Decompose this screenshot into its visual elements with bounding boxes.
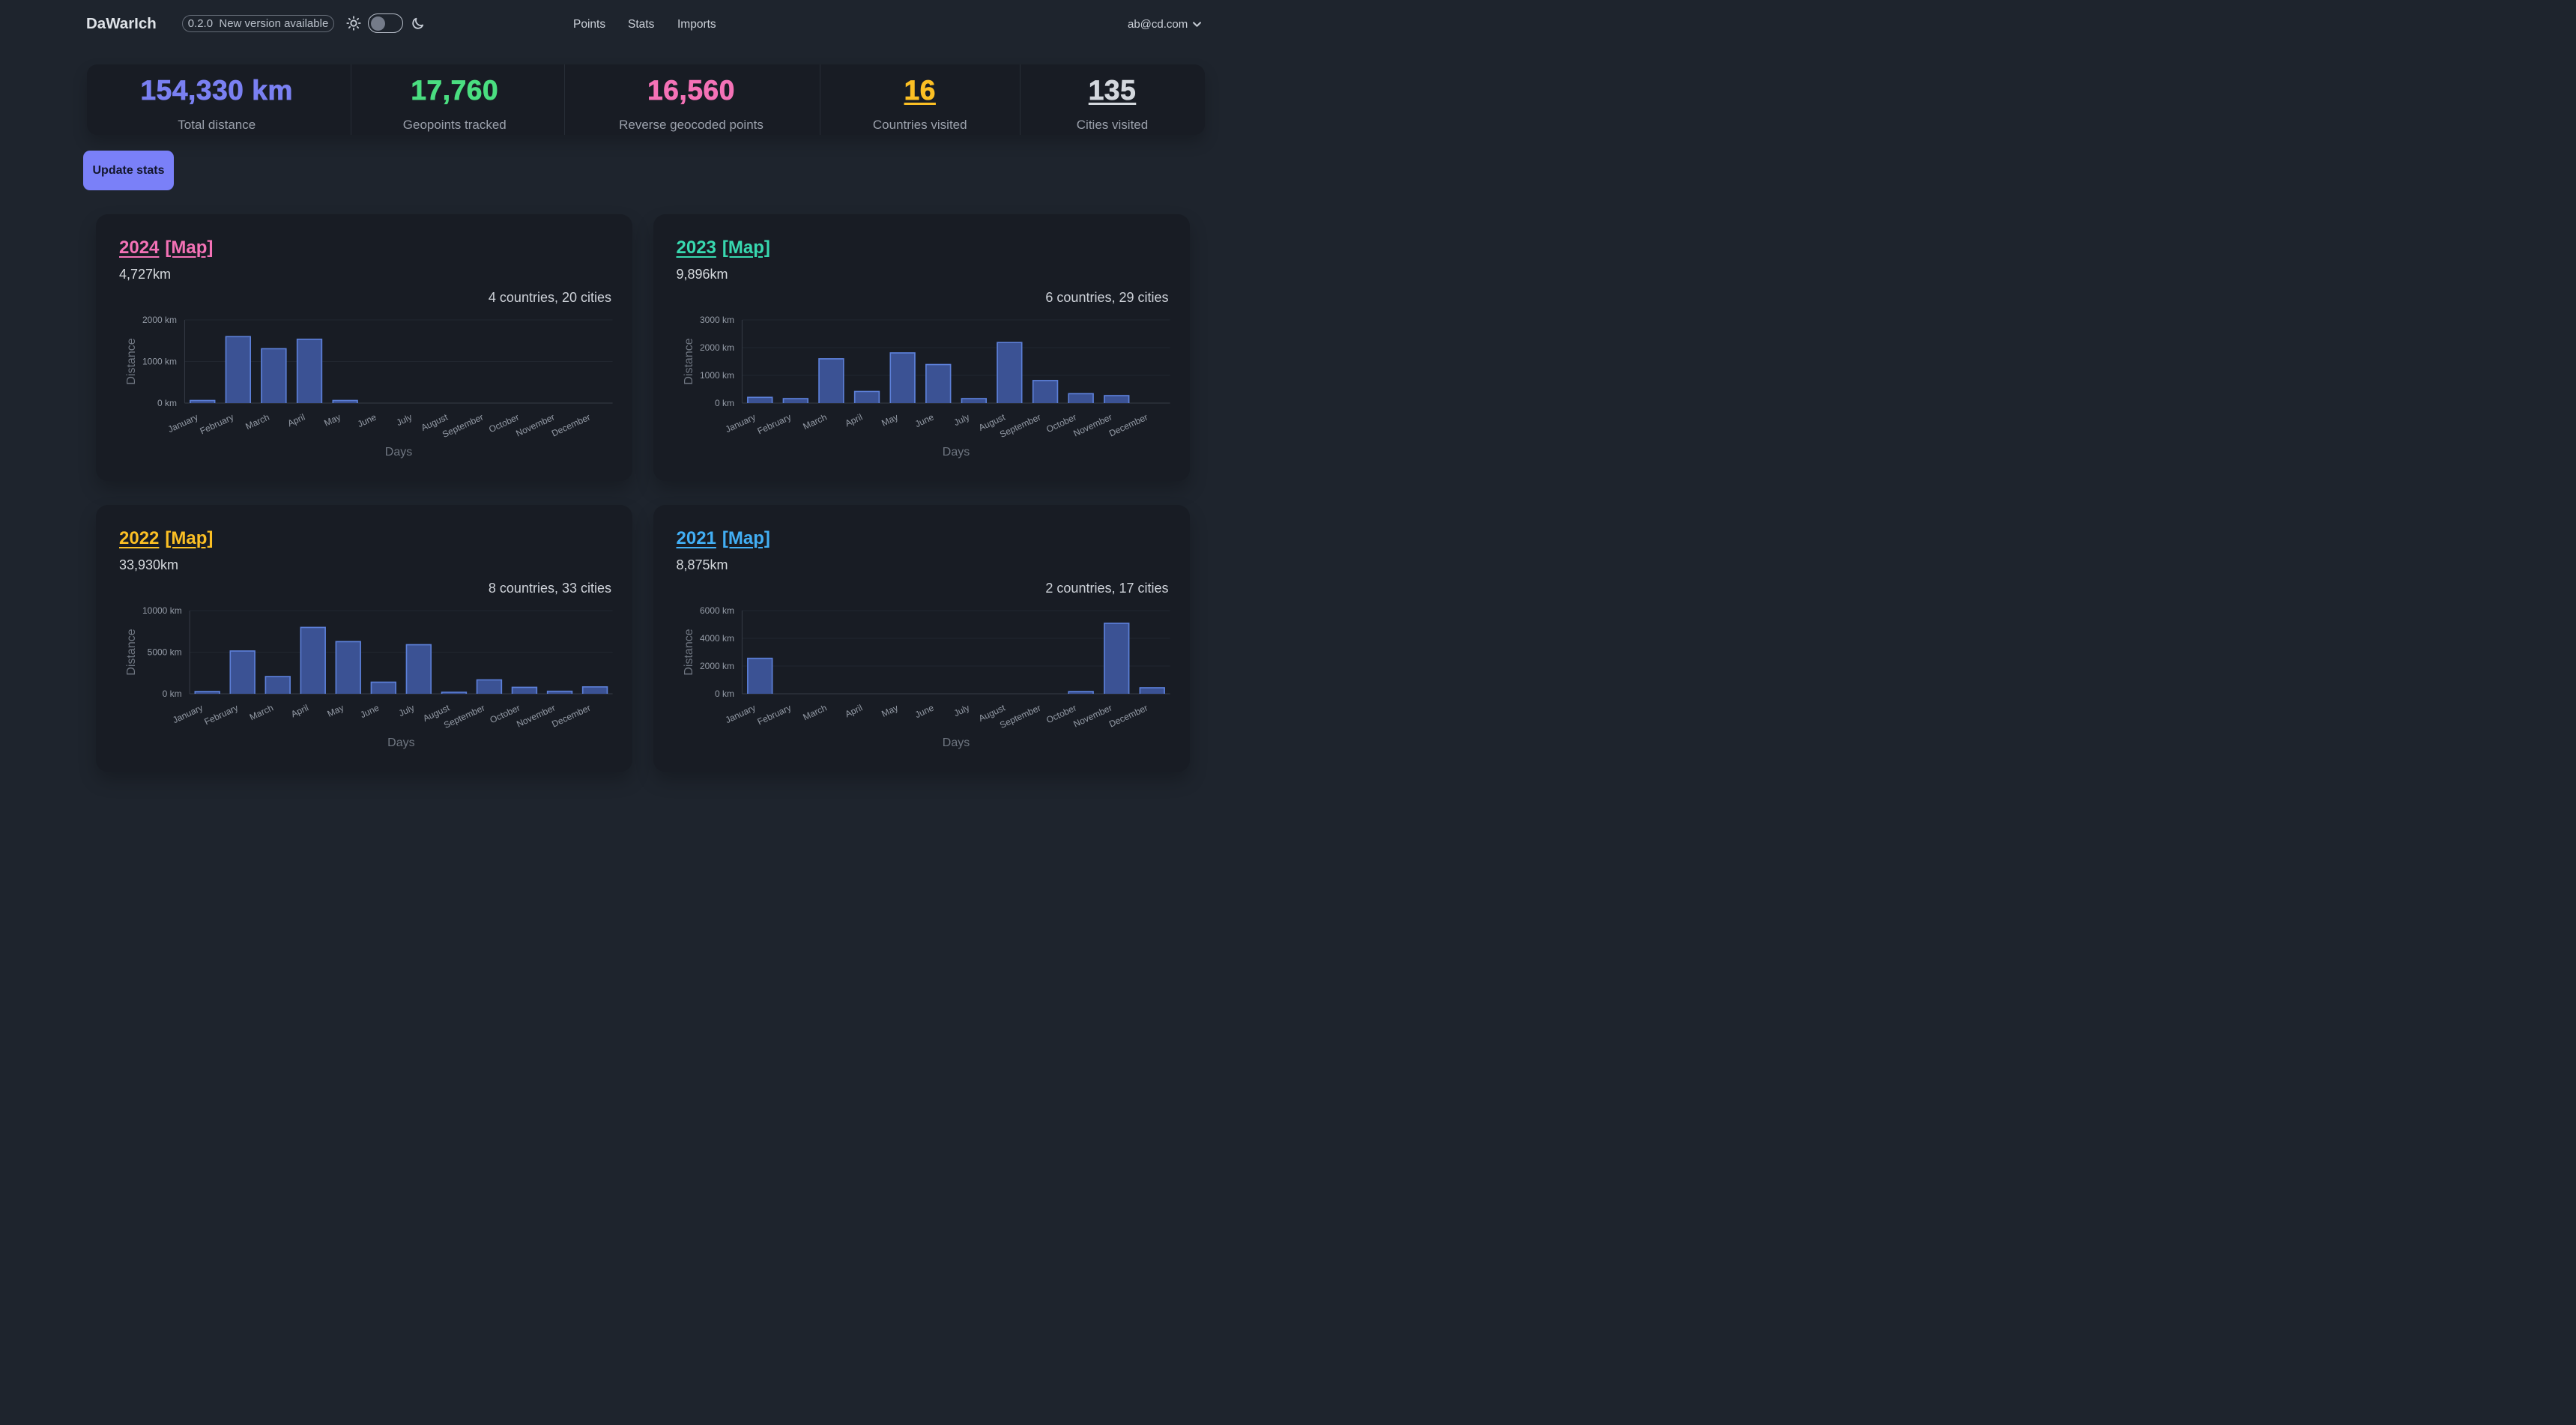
svg-text:June: June	[359, 702, 381, 720]
svg-text:July: July	[397, 703, 416, 719]
svg-text:February: February	[755, 412, 792, 437]
svg-text:December: December	[1107, 412, 1149, 439]
svg-text:January: January	[723, 703, 757, 726]
svg-text:July: July	[952, 703, 970, 719]
svg-text:0 km: 0 km	[714, 689, 734, 699]
svg-text:March: March	[244, 412, 271, 432]
svg-text:May: May	[880, 412, 899, 429]
svg-text:Days: Days	[387, 736, 414, 749]
svg-text:June: June	[356, 411, 378, 429]
svg-text:Distance: Distance	[125, 629, 138, 675]
svg-text:Distance: Distance	[683, 338, 695, 384]
svg-text:5000 km: 5000 km	[148, 647, 182, 658]
svg-text:May: May	[322, 412, 342, 429]
svg-text:March: March	[801, 412, 828, 432]
svg-text:2000 km: 2000 km	[699, 661, 734, 671]
svg-text:1000 km: 1000 km	[142, 357, 177, 367]
svg-text:6000 km: 6000 km	[699, 605, 734, 616]
svg-text:December: December	[550, 703, 592, 730]
svg-text:1000 km: 1000 km	[699, 370, 734, 381]
svg-text:Days: Days	[942, 736, 969, 749]
svg-text:September: September	[998, 703, 1042, 730]
svg-text:January: January	[171, 703, 205, 726]
svg-text:4000 km: 4000 km	[699, 633, 734, 644]
svg-text:April: April	[286, 412, 307, 429]
svg-text:Distance: Distance	[683, 629, 695, 675]
svg-text:March: March	[248, 703, 275, 723]
svg-text:May: May	[326, 703, 345, 719]
svg-text:0 km: 0 km	[157, 398, 177, 408]
svg-text:3000 km: 3000 km	[699, 315, 734, 325]
svg-text:2000 km: 2000 km	[699, 342, 734, 353]
svg-text:December: December	[550, 412, 592, 439]
svg-text:April: April	[289, 703, 310, 720]
svg-text:November: November	[514, 412, 556, 439]
svg-text:June: June	[913, 411, 935, 429]
svg-text:February: February	[203, 703, 240, 727]
svg-text:July: July	[952, 412, 970, 429]
svg-text:November: November	[515, 703, 557, 730]
svg-text:November: November	[1071, 412, 1113, 439]
svg-text:November: November	[1071, 703, 1113, 730]
svg-text:0 km: 0 km	[714, 398, 734, 408]
svg-text:May: May	[880, 703, 899, 719]
svg-text:June: June	[913, 702, 935, 720]
svg-text:January: January	[723, 412, 757, 435]
svg-text:July: July	[395, 412, 414, 429]
svg-text:10000 km: 10000 km	[142, 605, 182, 616]
svg-text:April: April	[843, 703, 864, 720]
svg-text:September: September	[998, 412, 1042, 440]
svg-text:2000 km: 2000 km	[142, 315, 177, 325]
svg-text:February: February	[755, 703, 792, 727]
svg-text:December: December	[1107, 703, 1149, 730]
svg-text:March: March	[801, 703, 828, 723]
svg-text:September: September	[441, 412, 485, 440]
svg-text:April: April	[843, 412, 864, 429]
svg-text:February: February	[199, 412, 235, 437]
svg-text:Days: Days	[942, 446, 969, 459]
svg-text:January: January	[166, 412, 200, 435]
svg-text:September: September	[442, 703, 486, 730]
svg-text:0 km: 0 km	[163, 689, 182, 699]
svg-text:Days: Days	[385, 446, 412, 459]
svg-text:Distance: Distance	[125, 338, 138, 384]
